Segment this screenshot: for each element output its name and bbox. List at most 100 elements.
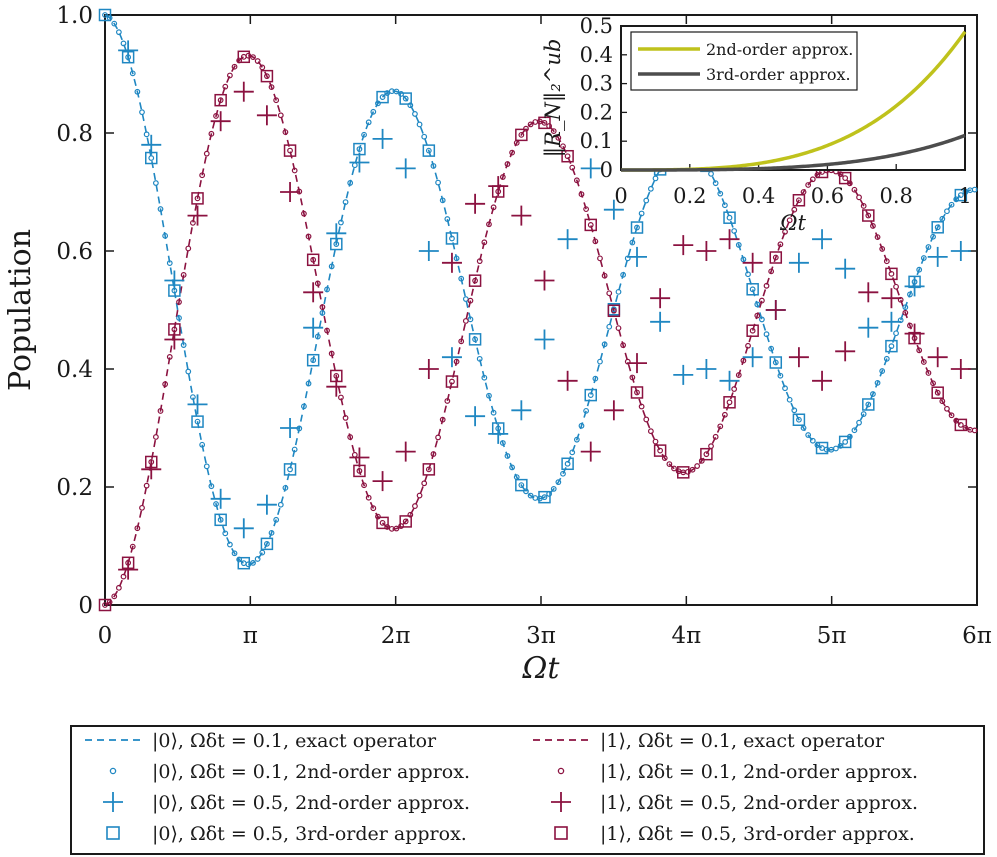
data-point-circle — [948, 201, 955, 208]
data-point-circle — [375, 513, 381, 520]
data-point-circle — [425, 147, 432, 154]
data-point-circle — [782, 385, 788, 392]
data-point-circle — [796, 197, 802, 204]
data-point-circle — [375, 100, 381, 107]
data-point-circle — [786, 217, 793, 224]
data-point-square — [746, 324, 759, 337]
data-point-plus — [534, 329, 555, 350]
data-point-plus — [673, 235, 694, 256]
data-point-circle — [176, 299, 182, 305]
data-point-circle — [698, 457, 705, 464]
data-point-circle — [772, 254, 779, 261]
inset-x-tick-label: 1 — [958, 184, 971, 208]
data-point-plus — [858, 317, 879, 338]
data-point-plus — [256, 494, 277, 515]
data-point-circle — [407, 102, 414, 109]
legend-label-p1-exact: |1⟩, Ωδt = 0.1, exact operator — [600, 730, 885, 752]
data-point-circle — [953, 417, 960, 424]
data-point-circle — [930, 380, 936, 387]
legend-label-p1-2nd-fine: |1⟩, Ωδt = 0.1, 2nd-order approx. — [600, 761, 918, 783]
data-point-circle — [222, 83, 229, 90]
data-point-square — [954, 188, 968, 202]
data-point-circle — [721, 202, 728, 209]
data-point-circle — [134, 525, 141, 532]
data-point-circle — [291, 446, 298, 453]
data-point-circle — [254, 58, 261, 64]
data-point-circle — [615, 325, 622, 332]
data-point-circle — [842, 175, 849, 181]
data-point-circle — [791, 407, 798, 414]
data-point-plus — [788, 347, 809, 368]
data-point-plus — [326, 223, 347, 244]
data-point-circle — [541, 119, 548, 126]
legend-marker-plus — [551, 792, 571, 812]
y-tick-label: 0.6 — [56, 239, 93, 265]
data-point-circle — [291, 167, 298, 174]
data-point-square — [306, 253, 320, 267]
data-point-square — [838, 435, 852, 449]
data-point-square — [399, 515, 412, 528]
data-point-plus — [812, 370, 833, 391]
data-point-circle — [712, 433, 719, 440]
data-point-circle — [481, 374, 488, 381]
legend-marker-square — [106, 826, 120, 840]
data-point-circle — [486, 392, 492, 399]
data-point-circle — [314, 333, 321, 340]
data-point-plus — [233, 518, 254, 539]
data-point-circle — [879, 368, 886, 374]
data-point-circle — [472, 277, 478, 284]
data-point-plus — [881, 311, 902, 332]
inset-y-tick-label: 0.3 — [580, 72, 613, 96]
data-point-circle — [666, 461, 673, 467]
data-point-plus — [280, 182, 301, 202]
data-point-plus — [164, 270, 185, 291]
data-point-plus — [719, 229, 740, 250]
data-point-circle — [402, 518, 409, 525]
data-point-circle — [338, 219, 344, 226]
data-point-circle — [439, 416, 446, 423]
data-point-plus — [927, 347, 948, 368]
data-point-circle — [213, 501, 219, 507]
data-point-plus — [788, 252, 809, 273]
data-point-circle — [726, 214, 733, 221]
data-point-circle — [782, 228, 788, 235]
data-point-circle — [560, 143, 566, 150]
data-point-circle — [476, 355, 483, 362]
data-point-circle — [615, 288, 622, 295]
inset-y-tick-label: 0.4 — [580, 43, 613, 67]
data-point-circle — [282, 129, 289, 136]
data-point-circle — [916, 266, 923, 273]
data-point-plus — [441, 347, 462, 368]
data-point-square — [98, 598, 112, 612]
data-point-circle — [115, 584, 122, 591]
x-tick-label: 5π — [817, 623, 847, 649]
data-point-circle — [277, 112, 284, 119]
data-point-circle — [735, 372, 742, 378]
data-point-circle — [597, 358, 603, 365]
data-point-circle — [453, 358, 460, 365]
data-point-square — [538, 116, 551, 130]
data-point-circle — [282, 484, 289, 491]
data-point-circle — [499, 174, 506, 180]
data-point-circle — [102, 12, 108, 18]
data-point-square — [491, 422, 505, 435]
data-point-plus — [326, 376, 347, 397]
data-point-circle — [342, 199, 349, 205]
data-point-circle — [111, 20, 118, 27]
data-point-circle — [351, 451, 358, 458]
data-point-circle — [874, 234, 881, 241]
data-point-circle — [620, 342, 627, 349]
legend-label-p1-3rd-coarse: |1⟩, Ωδt = 0.5, 3rd-order approx. — [600, 823, 915, 845]
data-point-circle — [134, 88, 141, 95]
data-point-circle — [953, 196, 960, 203]
data-point-plus — [465, 406, 486, 427]
data-point-circle — [111, 593, 118, 600]
data-point-circle — [509, 149, 515, 156]
data-point-circle — [157, 408, 164, 414]
data-point-square — [468, 333, 482, 346]
data-point-circle — [587, 392, 594, 399]
data-point-circle — [250, 559, 256, 566]
data-point-circle — [745, 342, 751, 349]
data-point-plus — [904, 323, 925, 344]
y-tick-label: 0 — [78, 593, 93, 619]
